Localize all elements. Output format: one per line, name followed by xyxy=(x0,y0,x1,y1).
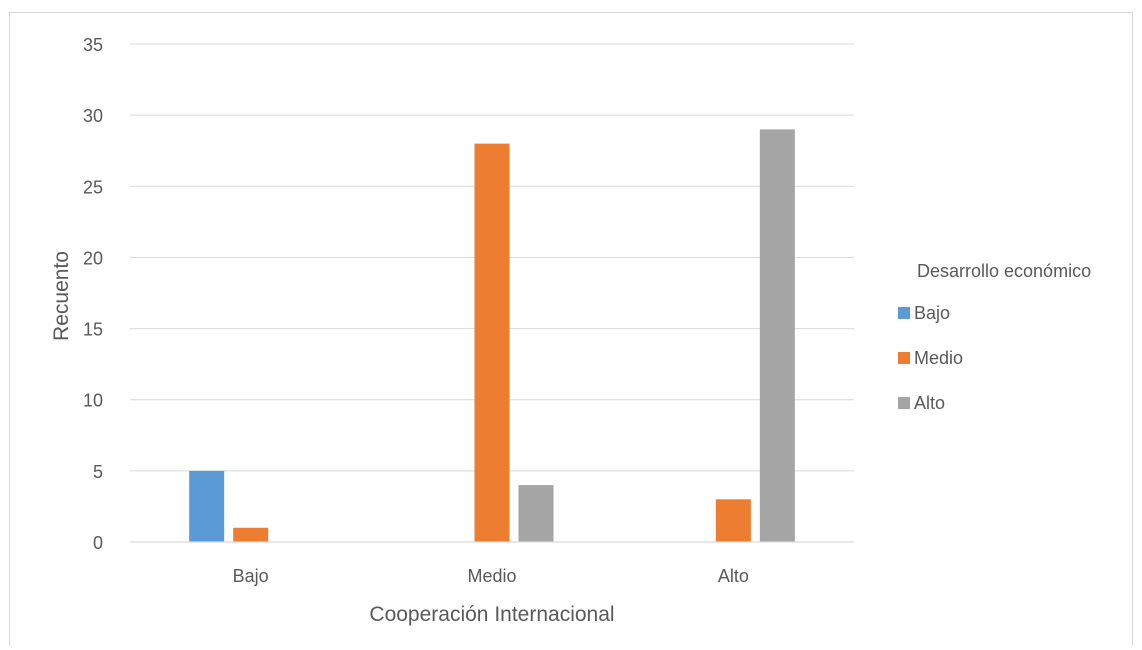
legend-swatch xyxy=(898,307,910,319)
y-tick-label: 35 xyxy=(83,35,103,55)
y-tick-label: 25 xyxy=(83,177,103,197)
legend-title: Desarrollo económico xyxy=(917,261,1091,281)
bar-bajo-bajo xyxy=(189,470,225,542)
bar-alto-alto xyxy=(759,129,795,542)
bar-medio-alto xyxy=(518,485,554,542)
bars xyxy=(189,129,795,542)
y-tick-label: 10 xyxy=(83,391,103,411)
y-tick-label: 0 xyxy=(93,533,103,553)
x-axis-label: Cooperación Internacional xyxy=(369,603,614,626)
y-axis-ticks: 0 5 10 15 20 25 30 35 xyxy=(83,35,103,553)
y-tick-label: 20 xyxy=(83,248,103,268)
legend-swatch xyxy=(898,352,910,364)
legend: Desarrollo económico Bajo Medio Alto xyxy=(898,261,1091,413)
legend-swatch xyxy=(898,397,910,409)
y-axis-label: Recuento xyxy=(50,251,73,341)
bar-bajo-medio xyxy=(233,527,269,542)
legend-label: Alto xyxy=(914,393,945,413)
bar-medio-medio xyxy=(474,143,510,542)
x-tick-label: Alto xyxy=(718,566,749,586)
y-tick-label: 5 xyxy=(93,462,103,482)
legend-label: Medio xyxy=(914,348,963,368)
bar-alto-medio xyxy=(715,499,751,542)
x-axis-ticks: Bajo Medio Alto xyxy=(233,566,749,586)
y-tick-label: 30 xyxy=(83,106,103,126)
legend-items: Bajo Medio Alto xyxy=(898,303,963,413)
x-tick-label: Bajo xyxy=(233,566,269,586)
y-tick-label: 15 xyxy=(83,320,103,340)
x-tick-label: Medio xyxy=(467,566,516,586)
legend-label: Bajo xyxy=(914,303,950,323)
chart-frame xyxy=(9,12,1133,646)
